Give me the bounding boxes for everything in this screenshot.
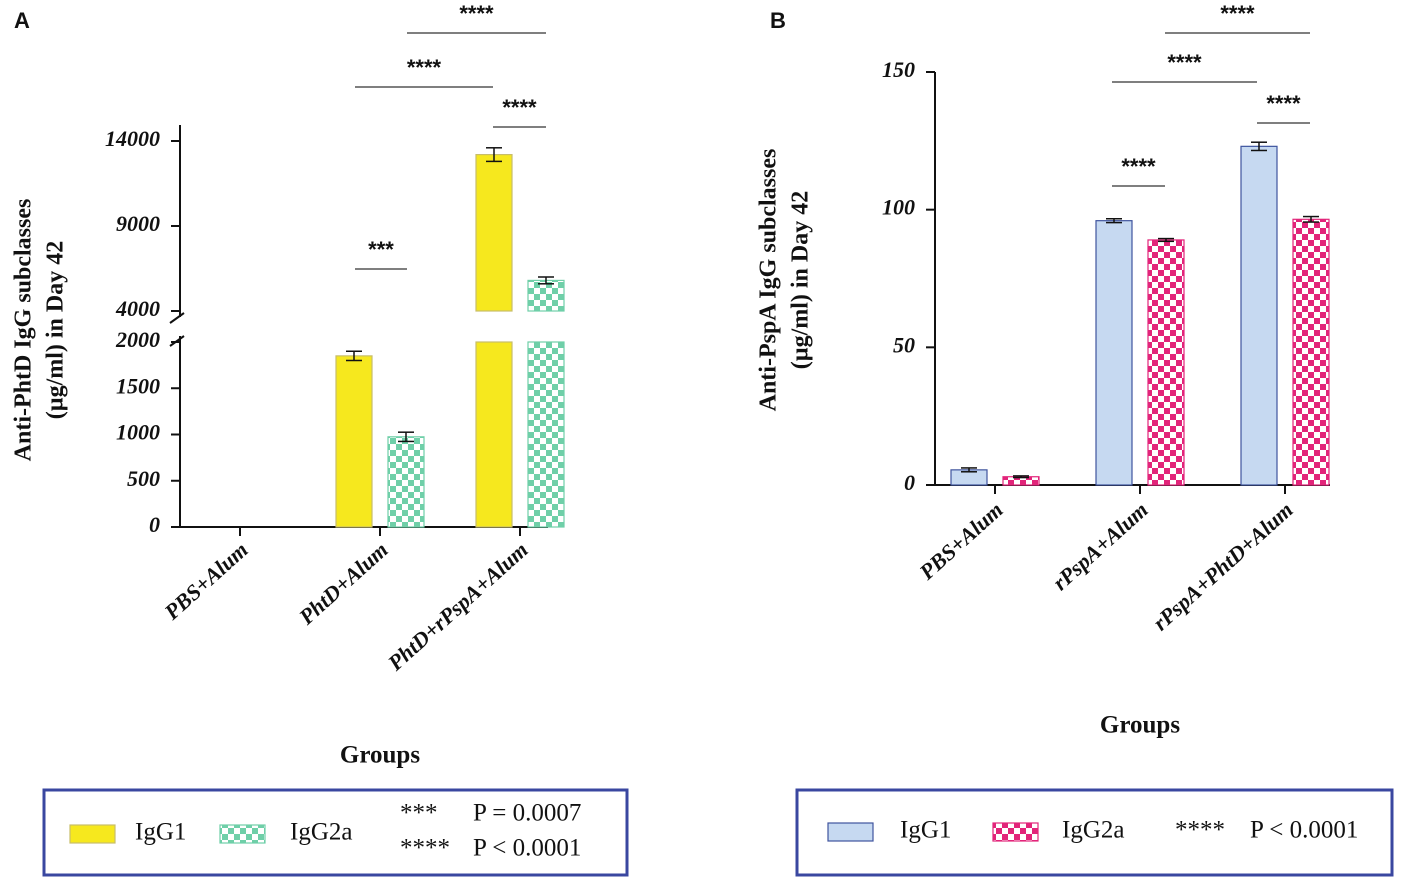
- y-tick-label: 500: [127, 466, 160, 491]
- bar: [1240, 145, 1278, 486]
- x-tick-label: PBS+Alum: [159, 537, 253, 625]
- significance-label: ****: [1220, 1, 1255, 26]
- bar: [475, 154, 513, 312]
- x-tick-label: rPspA+PhtD+Alum: [1148, 497, 1298, 635]
- legend-label: IgG1: [900, 817, 951, 844]
- y-axis-label: (µg/ml) in Day 42: [43, 241, 69, 420]
- y-tick-label: 1000: [116, 420, 160, 445]
- legend-note: P < 0.0001: [473, 835, 581, 862]
- y-tick-label: 14000: [105, 126, 160, 151]
- legend-note: P = 0.0007: [473, 800, 581, 827]
- panel-label: A: [14, 8, 30, 33]
- significance-label: ****: [502, 95, 537, 120]
- axis-break: [169, 312, 185, 324]
- panel-label: B: [770, 8, 786, 33]
- x-tick-label: rPspA+Alum: [1048, 497, 1153, 595]
- significance-label: ***: [368, 237, 394, 262]
- y-axis-label: (µg/ml) in Day 42: [788, 191, 814, 370]
- legend-label: IgG2a: [290, 819, 352, 846]
- legend-label: IgG2a: [1062, 817, 1124, 844]
- legend-swatch: [992, 822, 1039, 842]
- y-tick-label: 100: [882, 195, 915, 220]
- bar: [527, 279, 565, 312]
- bar: [1292, 218, 1330, 486]
- y-tick-label: 150: [882, 57, 915, 82]
- y-tick-label: 50: [893, 332, 915, 357]
- legend-stars: ****: [400, 835, 450, 862]
- y-tick-label: 4000: [115, 296, 160, 321]
- y-tick-label: 0: [149, 512, 160, 537]
- legend-swatch: [827, 822, 874, 842]
- significance-label: ****: [407, 55, 442, 80]
- bar: [527, 341, 565, 528]
- legend-label: IgG1: [135, 819, 186, 846]
- significance-label: ****: [1167, 50, 1202, 75]
- legend-note: P < 0.0001: [1250, 817, 1358, 844]
- legend-swatch: [69, 824, 116, 844]
- y-tick-label: 0: [904, 470, 915, 495]
- y-tick-label: 1500: [116, 373, 160, 398]
- bar: [1095, 220, 1133, 486]
- y-tick-label: 2000: [115, 327, 160, 352]
- y-axis-label: Anti-PhtD IgG subclasses: [11, 199, 37, 462]
- x-axis-label: Groups: [1100, 712, 1180, 739]
- x-tick-label: PBS+Alum: [914, 497, 1008, 585]
- x-tick-label: PhtD+rPspA+Alum: [382, 537, 533, 676]
- legend-stars: ***: [400, 800, 438, 827]
- significance-label: ****: [1121, 154, 1156, 179]
- bar: [335, 355, 373, 528]
- significance-label: ****: [459, 1, 494, 26]
- bar: [387, 436, 425, 528]
- x-tick-label: PhtD+Alum: [293, 537, 392, 630]
- legend-swatch: [219, 824, 266, 844]
- legend-box: [795, 788, 1394, 877]
- legend-box: [42, 788, 629, 877]
- bar: [1147, 239, 1185, 486]
- y-axis-label: Anti-PspA IgG subclasses: [756, 149, 782, 412]
- y-tick-label: 9000: [116, 211, 160, 236]
- significance-label: ****: [1266, 91, 1301, 116]
- bar: [475, 341, 513, 528]
- x-axis-label: Groups: [340, 742, 420, 769]
- legend-stars: ****: [1175, 817, 1225, 844]
